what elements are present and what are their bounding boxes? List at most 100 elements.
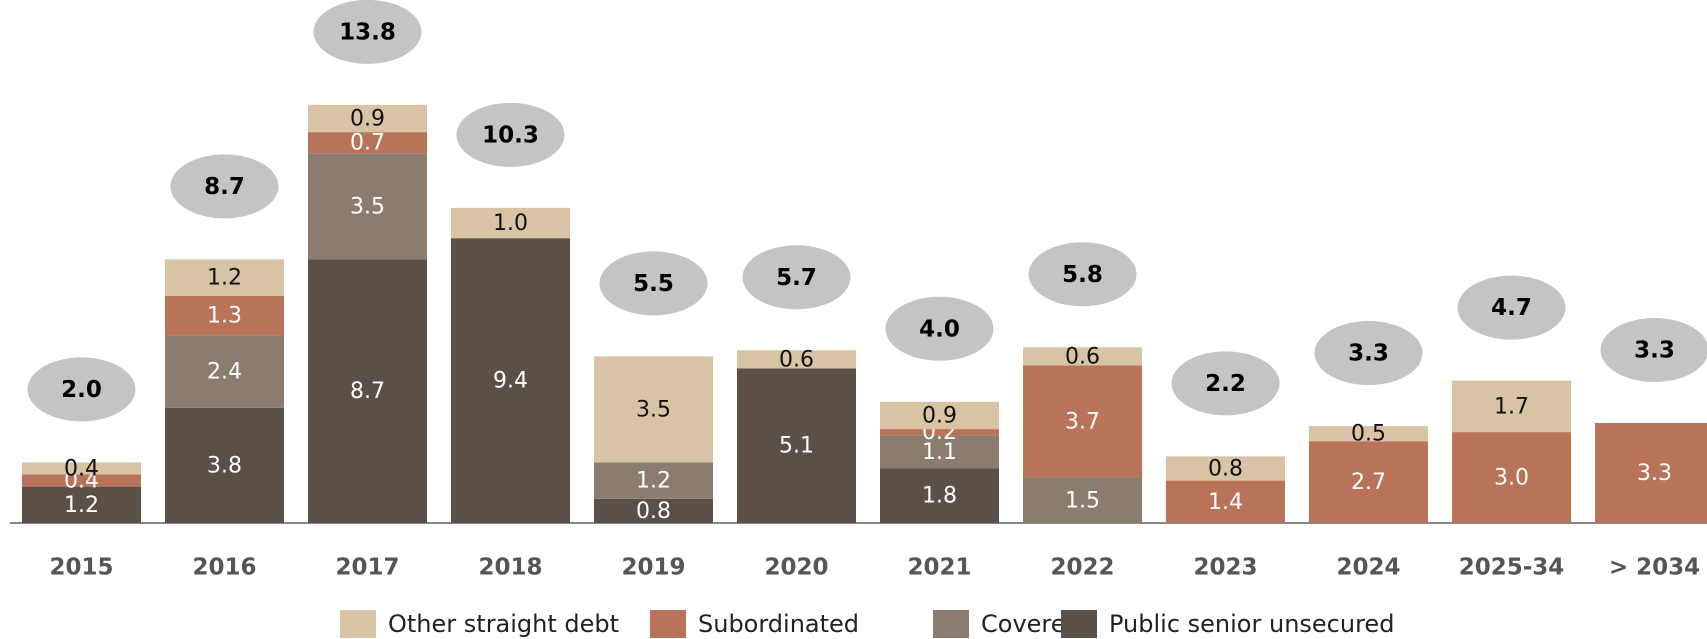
bar-segment [880,429,999,436]
total-label: 8.7 [204,174,245,200]
total-label: 4.7 [1491,295,1532,321]
segment-label: 1.2 [207,266,242,291]
bar-segment [22,486,141,523]
total-label: 3.3 [1634,338,1675,364]
x-tick-label: 2019 [621,555,685,581]
segment-label: 1.4 [1208,490,1243,515]
total-bubble [456,102,565,167]
bar-segment [880,468,999,523]
segment-label: 1.3 [207,303,242,328]
total-label: 10.3 [482,122,539,148]
x-tick-label: > 2034 [1609,555,1700,581]
bar-segment [165,295,284,336]
total-label: 5.7 [776,265,817,291]
total-bubble [742,245,851,310]
bar-segment [308,132,427,154]
bar-segment [737,350,856,369]
segment-label: 0.8 [1208,456,1243,481]
total-bubble [313,0,422,64]
legend-swatch [1061,610,1097,638]
bar-segment [1309,426,1428,442]
total-label: 2.2 [1205,371,1246,397]
segment-label: 1.8 [922,484,957,509]
segment-label: 1.2 [636,469,671,494]
segment-label: 9.4 [493,369,528,394]
legend-swatch [340,610,376,638]
segment-label: 8.7 [350,379,385,404]
total-label: 5.5 [633,271,674,297]
bar-segment [451,238,570,523]
bar-segment [22,462,141,475]
segment-label: 0.9 [922,403,957,428]
bar-segment [1309,441,1428,523]
bar-segment [1166,480,1285,523]
x-tick-label: 2021 [907,555,971,581]
total-bubble [170,154,279,219]
bar-segment [1023,365,1142,478]
bar-segment [1452,380,1571,433]
total-bubble [1600,318,1707,383]
segment-label: 0.5 [1351,422,1386,447]
total-label: 13.8 [339,19,396,45]
x-tick-label: 2020 [764,555,828,581]
bar-segment [308,104,427,133]
legend-label: Other straight debt [388,610,619,638]
x-tick-label: 2022 [1050,555,1114,581]
bar-segment [1023,347,1142,366]
total-bubble [1314,321,1423,386]
segment-label: 1.0 [493,211,528,236]
bar-segment [880,435,999,469]
segment-label: 0.4 [64,456,99,481]
segment-label: 0.7 [350,131,385,156]
total-bubble [885,296,994,361]
bar-segment [737,368,856,523]
segment-label: 3.3 [1637,461,1672,486]
segment-label: 5.1 [779,434,814,459]
bar-segment [594,462,713,499]
bar-segment [308,259,427,523]
total-bubble [1028,242,1137,307]
bar-segment [22,474,141,487]
bar-segment [1023,477,1142,523]
total-label: 5.8 [1062,262,1103,288]
segment-label: 3.7 [1065,409,1100,434]
total-bubble [599,251,708,316]
segment-label: 0.6 [779,347,814,372]
segment-label: 3.5 [636,397,671,422]
bar-segment [165,335,284,408]
segment-label: 0.6 [1065,344,1100,369]
bar-segment [594,356,713,463]
x-tick-label: 2015 [49,555,113,581]
total-label: 4.0 [919,316,960,342]
segment-label: 1.2 [64,493,99,518]
x-tick-label: 2017 [335,555,399,581]
bar-segment [165,259,284,296]
total-bubble [1171,351,1280,416]
segment-label: 2.7 [1351,470,1386,495]
bar-segment [1452,432,1571,523]
legend-swatch [933,610,969,638]
bar-segment [880,401,999,430]
bar-segment [594,498,713,523]
legend-swatch [650,610,686,638]
legend-label: Public senior unsecured [1109,610,1394,638]
segment-label: 2.4 [207,360,242,385]
x-tick-label: 2018 [478,555,542,581]
bar-segment [1595,423,1707,523]
bar-segment [165,407,284,523]
x-tick-label: 2016 [192,555,256,581]
segment-label: 3.0 [1494,466,1529,491]
bar-segment [1166,456,1285,481]
total-label: 3.3 [1348,341,1389,367]
segment-label: 1.1 [922,440,957,465]
total-label: 2.0 [61,377,102,403]
segment-label: 0.9 [350,106,385,131]
bar-segment [308,153,427,260]
x-tick-label: 2025-34 [1459,555,1565,581]
legend-label: Subordinated [698,610,859,638]
total-bubble [1457,275,1566,340]
x-tick-label: 2024 [1336,555,1400,581]
total-bubble [27,357,136,422]
x-tick-label: 2023 [1193,555,1257,581]
